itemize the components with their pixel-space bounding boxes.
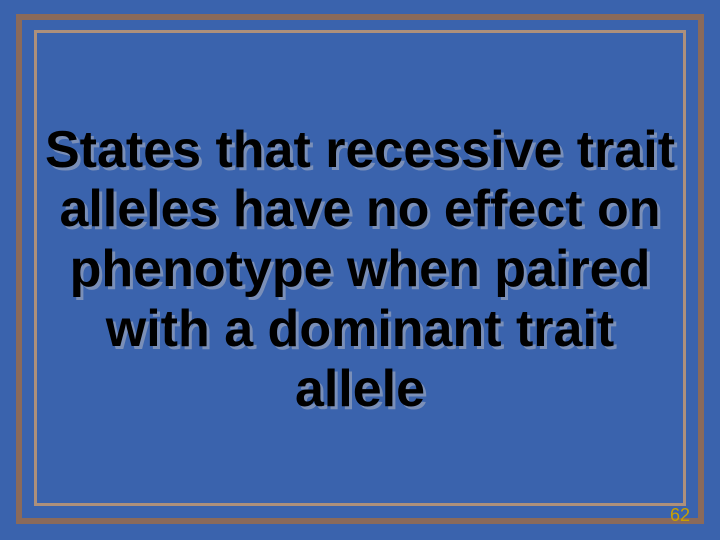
- text-container: States that recessive trait alleles have…: [40, 121, 680, 420]
- slide: States that recessive trait alleles have…: [0, 0, 720, 540]
- main-text: States that recessive trait alleles have…: [40, 121, 680, 420]
- page-number: 62: [670, 505, 690, 526]
